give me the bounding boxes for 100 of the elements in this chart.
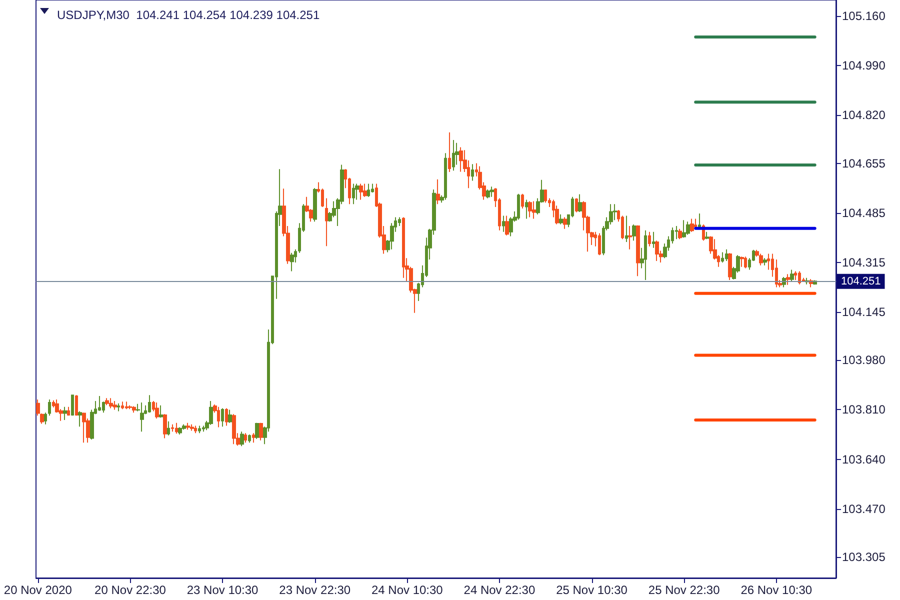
candlestick: [125, 401, 128, 410]
candlestick: [367, 183, 370, 198]
candlestick: [644, 230, 647, 280]
candlestick: [690, 218, 694, 232]
x-tick-label: 24 Nov 22:30: [464, 583, 536, 597]
candlestick: [171, 424, 174, 432]
candlestick: [186, 422, 190, 430]
candlestick: [113, 400, 117, 410]
candlestick: [444, 152, 447, 200]
candlestick: [459, 146, 463, 172]
candlestick: [198, 425, 201, 434]
candlestick: [217, 406, 220, 428]
candlestick: [759, 253, 763, 266]
candlestick: [121, 401, 124, 410]
y-tick-label: 104.145: [842, 305, 886, 320]
candlestick: [40, 413, 44, 424]
candlestick: [675, 226, 678, 240]
x-tick-label: 26 Nov 10:30: [740, 583, 812, 597]
candlestick: [636, 224, 640, 277]
candlestick: [613, 204, 617, 221]
candlestick: [436, 178, 440, 205]
candlestick: [694, 218, 697, 230]
candlestick: [248, 434, 251, 444]
candlestick: [252, 432, 255, 444]
candlestick: [355, 183, 359, 200]
x-tick-label: 24 Nov 10:30: [371, 583, 444, 597]
candlestick: [228, 409, 232, 424]
candlestick: [652, 231, 655, 248]
candlestick: [563, 216, 567, 230]
candlestick: [221, 408, 224, 428]
candlestick: [763, 258, 767, 266]
x-tick-label: 20 Nov 2020: [4, 583, 72, 597]
candlestick: [448, 132, 451, 173]
candlestick: [75, 394, 78, 416]
candlestick: [625, 215, 628, 243]
candlestick: [725, 248, 728, 262]
candlestick: [632, 224, 636, 242]
candlestick: [505, 215, 509, 236]
y-tick-label: 104.820: [842, 108, 886, 122]
candlestick: [67, 406, 70, 416]
candlestick: [313, 188, 317, 222]
candlestick: [686, 221, 690, 236]
candlestick: [740, 256, 744, 268]
candlestick: [532, 200, 536, 220]
candlestick: [78, 410, 82, 428]
candlestick: [794, 270, 797, 280]
candlestick: [798, 270, 801, 285]
y-tick-label: 104.655: [842, 156, 886, 170]
candlestick: [148, 394, 151, 414]
x-tick-label: 25 Nov 10:30: [556, 583, 628, 597]
candlestick: [325, 198, 328, 247]
candlestick: [352, 183, 355, 205]
candlestick: [490, 186, 494, 198]
candlestick: [155, 402, 159, 419]
candlestick: [698, 212, 701, 230]
candlestick: [259, 422, 263, 441]
candlestick: [44, 412, 47, 425]
y-tick-label: 103.470: [842, 502, 886, 516]
candlestick: [486, 189, 490, 199]
y-tick-label: 103.980: [842, 353, 886, 368]
candlestick: [202, 425, 205, 432]
candlestick: [502, 215, 505, 232]
candlestick: [721, 252, 724, 263]
candlestick: [255, 422, 259, 440]
candlestick: [128, 404, 132, 410]
candlestick: [371, 183, 374, 193]
candlestick: [578, 194, 582, 213]
candlestick: [517, 193, 520, 220]
x-tick-label: 25 Nov 22:30: [648, 583, 720, 597]
candlestick: [452, 139, 455, 172]
y-tick-label: 104.315: [842, 255, 886, 270]
candlestick: [744, 256, 747, 269]
candlestick: [225, 408, 228, 426]
candlestick: [705, 231, 709, 240]
candlestick: [786, 274, 790, 286]
candlestick: [48, 399, 51, 416]
candlestick: [544, 189, 547, 204]
candlestick: [109, 398, 113, 409]
candlestick: [525, 199, 528, 220]
candlestick: [471, 164, 474, 182]
ref-line-label: 104.251: [841, 275, 881, 288]
candlestick: [575, 198, 578, 213]
candlestick: [559, 214, 563, 225]
candlestick: [182, 424, 186, 430]
y-tick-label: 104.990: [842, 58, 886, 73]
candlestick: [232, 414, 236, 445]
y-tick-label: 103.810: [842, 402, 886, 417]
candlestick: [655, 240, 659, 262]
candlestick: [244, 432, 247, 444]
candlestick: [159, 404, 163, 418]
candlestick: [678, 228, 682, 240]
candlestick: [63, 406, 67, 420]
candlestick: [194, 425, 197, 434]
candlestick: [598, 232, 601, 256]
candlestick: [163, 414, 167, 439]
candlestick: [359, 183, 363, 200]
candlestick: [521, 193, 524, 210]
candlestick: [140, 402, 144, 432]
y-tick-label: 105.160: [842, 9, 886, 24]
candlestick: [790, 269, 794, 282]
